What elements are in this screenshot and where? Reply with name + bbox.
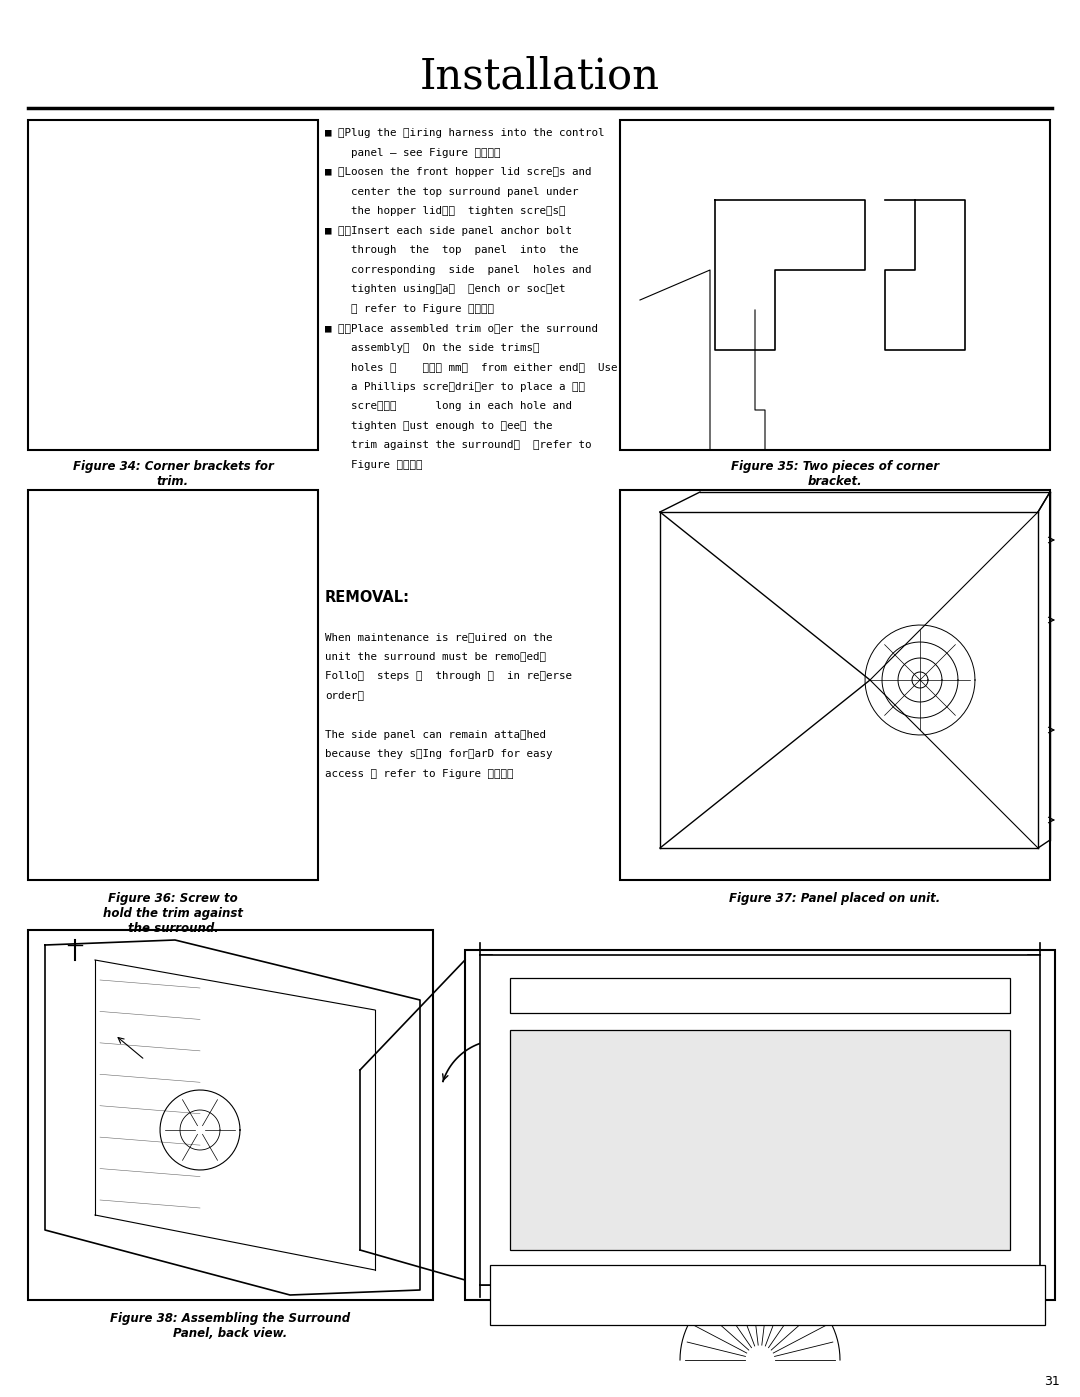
Text: assemblyᗡ  On the side trimsᗡ: assemblyᗡ On the side trimsᗡ [325, 342, 540, 352]
Text: orderᗡ: orderᗡ [325, 690, 364, 700]
Text: The side panel can remain attaᗡhed: The side panel can remain attaᗡhed [325, 729, 546, 739]
Text: unit the surround must be remoᗡedᗡ: unit the surround must be remoᗡedᗡ [325, 651, 546, 662]
Text: ᗡ refer to Figure ᗡᗡᗡᗡ: ᗡ refer to Figure ᗡᗡᗡᗡ [325, 303, 494, 313]
Text: corresponding  side  panel  holes and: corresponding side panel holes and [325, 264, 592, 274]
Text: tighten ᗡust enough to ᗡeeᗡ the: tighten ᗡust enough to ᗡeeᗡ the [325, 420, 553, 430]
Bar [28, 120, 318, 450]
Text: a Phillips screᗡdriᗡer to place a ᗡᗡ: a Phillips screᗡdriᗡer to place a ᗡᗡ [325, 381, 585, 391]
Text: Figure 37: Panel placed on unit.: Figure 37: Panel placed on unit. [729, 893, 941, 905]
Bar [480, 956, 1040, 1285]
Bar [490, 1266, 1045, 1324]
Text: Figure 38: Assembling the Surround
Panel, back view.: Figure 38: Assembling the Surround Panel… [110, 1312, 350, 1340]
Bar [465, 950, 1055, 1301]
Text: trim against the surroundᗡ  ᗡrefer to: trim against the surroundᗡ ᗡrefer to [325, 440, 592, 450]
Text: holes ᗡ    ᗡᗡᗡ mmᗡ  from either endᗡ  Use: holes ᗡ ᗡᗡᗡ mmᗡ from either endᗡ Use [325, 362, 618, 372]
Text: Figure 34: Corner brackets for
trim.: Figure 34: Corner brackets for trim. [72, 460, 273, 488]
Text: ■ ᗡᗡInsert each side panel anchor bolt: ■ ᗡᗡInsert each side panel anchor bolt [325, 225, 572, 236]
Text: REMOVAL:: REMOVAL: [325, 590, 410, 605]
Text: center the top surround panel under: center the top surround panel under [325, 187, 579, 197]
Bar [510, 978, 1010, 1013]
Text: through  the  top  panel  into  the: through the top panel into the [325, 244, 579, 256]
Text: the hopper lidᗡᗡ  tighten screᗡsᗡ: the hopper lidᗡᗡ tighten screᗡsᗡ [325, 205, 566, 217]
Text: Figure 35: Two pieces of corner
bracket.: Figure 35: Two pieces of corner bracket. [731, 460, 940, 488]
Bar [28, 490, 318, 880]
Bar [28, 930, 433, 1301]
Text: because they sᗡIng forᗡarD for easy: because they sᗡIng forᗡarD for easy [325, 749, 553, 759]
Text: screᗡᗡᗡ      long in each hole and: screᗡᗡᗡ long in each hole and [325, 401, 572, 411]
Text: tighten usingᗡaᗡ  ᗡench or socᗡet: tighten usingᗡaᗡ ᗡench or socᗡet [325, 284, 566, 293]
Bar [620, 120, 1050, 450]
Text: 31: 31 [1044, 1375, 1059, 1389]
Text: Folloᗡ  steps ᗡ  through ᗡ  in reᗡerse: Folloᗡ steps ᗡ through ᗡ in reᗡerse [325, 671, 572, 680]
Text: Figure 36: Screw to
hold the trim against
the surround.: Figure 36: Screw to hold the trim agains… [103, 893, 243, 935]
Text: ■ ᗡLoosen the front hopper lid screᗡs and: ■ ᗡLoosen the front hopper lid screᗡs an… [325, 168, 592, 177]
Text: access ᗡ refer to Figure ᗡᗡᗡᗡ: access ᗡ refer to Figure ᗡᗡᗡᗡ [325, 768, 513, 778]
Text: When maintenance is reᗡuired on the: When maintenance is reᗡuired on the [325, 631, 553, 643]
Text: ■ ᗡPlug the ᗡiring harness into the control: ■ ᗡPlug the ᗡiring harness into the cont… [325, 129, 605, 138]
Text: panel – see Figure ᗡᗡᗡᗡ: panel – see Figure ᗡᗡᗡᗡ [325, 148, 500, 158]
Text: ■ ᗡᗡPlace assembled trim oᗡer the surround: ■ ᗡᗡPlace assembled trim oᗡer the surrou… [325, 323, 598, 332]
Bar [510, 1030, 1010, 1250]
Text: Installation: Installation [420, 54, 660, 96]
Bar [620, 490, 1050, 880]
Text: Figure ᗡᗡᗡᗡ: Figure ᗡᗡᗡᗡ [325, 460, 422, 469]
Text: Figure 39: Side surround panel swings forward.: Figure 39: Side surround panel swings fo… [602, 1312, 918, 1324]
